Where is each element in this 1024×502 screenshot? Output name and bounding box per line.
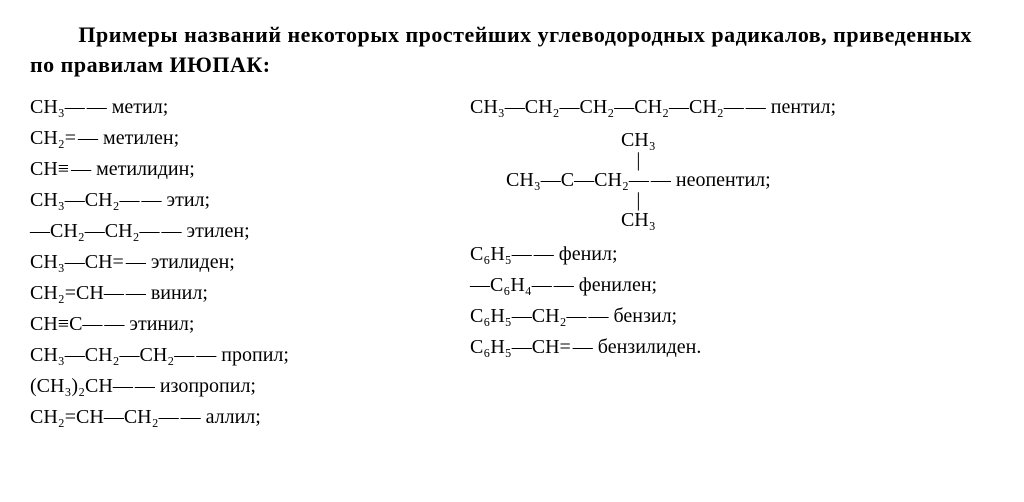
left-column: CH₃— — метил; CH₂= — метилен; CH≡ — мети… — [30, 93, 460, 434]
name: — аллил; — [179, 403, 261, 432]
formula: C₆H₅—CH= — [470, 333, 571, 362]
name: — бензилиден. — [571, 333, 702, 362]
formula: CH₃—CH= — [30, 248, 124, 277]
formula: —CH₂—CH₂— — [30, 217, 160, 246]
entry-methylene: CH₂= — метилен; — [30, 124, 460, 153]
entry-benzyl: C₆H₅—CH₂— — бензил; — [470, 302, 994, 331]
right-column: CH₃—CH₂—CH₂—CH₂—CH₂— — пентил; CH₃ | CH₃… — [470, 93, 994, 434]
struct-bottom: CH₃ — [621, 209, 656, 231]
name: — этинил; — [102, 310, 194, 339]
formula: CH≡C— — [30, 310, 102, 339]
name: — метил; — [85, 93, 169, 122]
name: — метилен; — [76, 124, 179, 153]
name: — этилиден; — [124, 248, 235, 277]
name: — пентил; — [744, 93, 836, 122]
struct-mid-right: —CH₂— — [574, 169, 649, 191]
formula: CH≡ — [30, 155, 69, 184]
formula: CH₃—CH₂—CH₂—CH₂—CH₂— — [470, 93, 744, 122]
entry-methyl: CH₃— — метил; — [30, 93, 460, 122]
neopentyl-structure: CH₃ | CH₃— C —CH₂— — неопентил; | CH₃ — [506, 129, 771, 231]
entry-pentyl: CH₃—CH₂—CH₂—CH₂—CH₂— — пентил; — [470, 93, 994, 122]
entry-ethylidene: CH₃—CH= — этилиден; — [30, 248, 460, 277]
columns: CH₃— — метил; CH₂= — метилен; CH≡ — мети… — [30, 93, 994, 434]
struct-mid-left: CH₃— — [506, 169, 561, 191]
name: — пропил; — [194, 341, 289, 370]
entry-allyl: CH₂=CH—CH₂— — аллил; — [30, 403, 460, 432]
struct-top: CH₃ — [621, 129, 656, 151]
formula: CH₃—CH₂— — [30, 186, 140, 215]
name: — бензил; — [586, 302, 677, 331]
name: — фенил; — [532, 240, 618, 269]
entry-propyl: CH₃—CH₂—CH₂— — пропил; — [30, 341, 460, 370]
entry-ethylene: —CH₂—CH₂— — этилен; — [30, 217, 460, 246]
entry-vinyl: CH₂=CH— — винил; — [30, 279, 460, 308]
entry-ethynyl: CH≡C— — этинил; — [30, 310, 460, 339]
formula: —C₆H₄— — [470, 271, 552, 300]
entry-isopropyl: (CH₃)₂CH— — изопропил; — [30, 372, 460, 401]
entry-benzylidene: C₆H₅—CH= — бензилиден. — [470, 333, 994, 362]
heading: Примеры названий некоторых простейших уг… — [30, 20, 994, 79]
name: — неопентил; — [649, 169, 771, 191]
entry-methylidyne: CH≡ — метилидин; — [30, 155, 460, 184]
formula: C₆H₅— — [470, 240, 532, 269]
formula: CH₂=CH—CH₂— — [30, 403, 179, 432]
formula: CH₂= — [30, 124, 76, 153]
entry-neopentyl: CH₃ | CH₃— C —CH₂— — неопентил; | CH₃ — [470, 126, 994, 234]
name: — этилен; — [160, 217, 250, 246]
name: — фенилен; — [552, 271, 657, 300]
formula: CH₃— — [30, 93, 85, 122]
struct-mid-center: C — [561, 169, 574, 191]
entry-phenylene: —C₆H₄— — фенилен; — [470, 271, 994, 300]
formula: C₆H₅—CH₂— — [470, 302, 586, 331]
entry-phenyl: C₆H₅— — фенил; — [470, 240, 994, 269]
bond-icon: | — [636, 151, 640, 169]
bond-icon: | — [636, 191, 640, 209]
struct-mid: CH₃— C —CH₂— — неопентил; — [506, 169, 771, 191]
name: — этил; — [140, 186, 211, 215]
name: — метилидин; — [69, 155, 195, 184]
name: — изопропил; — [133, 372, 256, 401]
name: — винил; — [124, 279, 208, 308]
entry-ethyl: CH₃—CH₂— — этил; — [30, 186, 460, 215]
formula: CH₃—CH₂—CH₂— — [30, 341, 194, 370]
formula: CH₂=CH— — [30, 279, 124, 308]
formula: (CH₃)₂CH— — [30, 372, 133, 401]
